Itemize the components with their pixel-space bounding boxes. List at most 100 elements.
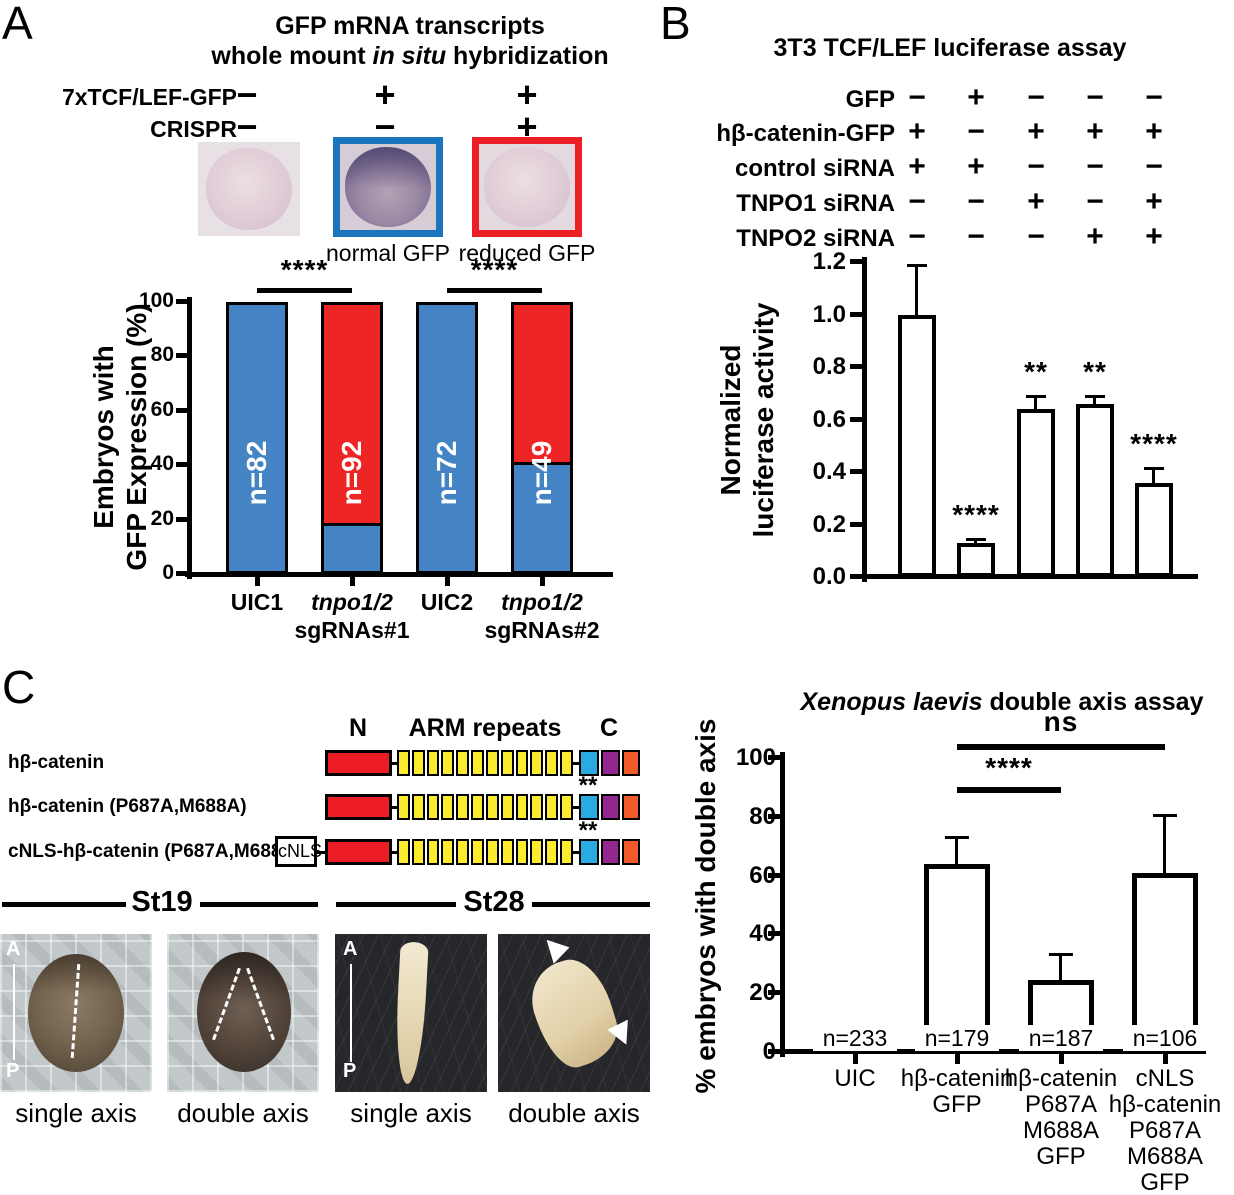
c-y-tick — [768, 755, 781, 760]
ap-axis-line — [13, 964, 15, 1060]
c-arm-repeat-cell — [441, 750, 455, 776]
b-chart-bar — [1135, 482, 1173, 577]
stage-label-st19: St19 — [131, 886, 193, 918]
c-mutation-stars: ** — [578, 772, 598, 799]
anterior-label: A — [6, 938, 21, 960]
b-error-line — [1034, 395, 1037, 409]
b-condition-symbol: − — [1086, 185, 1104, 218]
a-y-tick — [176, 462, 188, 468]
c-arm-repeat-cell — [471, 839, 484, 865]
b-condition-symbol: − — [967, 185, 985, 218]
a-bar-count: n=92 — [336, 440, 367, 506]
b-chart-bar — [898, 314, 936, 577]
c-arm-repeat-cell — [485, 750, 499, 776]
c-bar-count: n=187 — [1019, 1025, 1103, 1051]
a-sig-stars: **** — [280, 254, 329, 285]
b-condition-symbol: + — [908, 150, 926, 183]
caption-normal-gfp: normal GFP — [326, 240, 450, 266]
photo-st28-double-axis — [498, 934, 650, 1092]
b-condition-symbol: − — [908, 185, 926, 218]
panel-a-title-line2-post: hybridization — [446, 42, 609, 70]
c-cnls-box: cNLS — [275, 836, 322, 867]
caption-st19-double: double axis — [177, 1098, 309, 1128]
c-x-label-line: hβ-catenin — [900, 1065, 1014, 1092]
c-x-label-line: UIC — [834, 1065, 876, 1092]
a-chart-bar — [511, 302, 573, 574]
b-condition-symbol: − — [967, 115, 985, 148]
stage-divider-line — [336, 902, 456, 907]
caption-st28-double: double axis — [508, 1098, 640, 1128]
b-condition-symbol: + — [967, 150, 985, 183]
photo-st19-double-axis — [167, 934, 319, 1092]
b-condition-symbol: − — [1027, 81, 1045, 114]
a-bar-normal-gfp-segment — [514, 462, 570, 571]
c-arm-repeat-cell — [456, 839, 470, 865]
c-arm-repeat-cell — [471, 750, 484, 776]
c-x-label: hβ-catenin P687A M688A GFP — [983, 1066, 1139, 1195]
a-condition-symbol: + — [516, 74, 538, 115]
a-condition-symbol: − — [236, 74, 258, 115]
c-arm-repeat-cell — [515, 750, 529, 776]
c-arm-repeat-cell — [530, 794, 544, 820]
c-cterm-domain-cyan — [579, 839, 599, 865]
c-y-tick-label: 20 — [749, 979, 776, 1007]
a-x-tick — [540, 577, 545, 586]
c-x-label: cNLS hβ-catenin P687A M688A GFP — [1087, 1066, 1234, 1195]
c-x-label-line: hβ-catenin — [1108, 1091, 1222, 1118]
embryo-photo-normal-gfp — [333, 137, 443, 237]
a-sig-line — [447, 288, 542, 293]
c-sig-line — [957, 744, 1165, 750]
b-y-tick — [850, 259, 862, 264]
c-arm-repeat-cell — [397, 794, 410, 820]
c-x-tick — [1059, 1054, 1064, 1064]
c-cterm-domain-cyan — [579, 794, 599, 820]
c-sig-line — [957, 787, 1061, 793]
embryo-photo-uninjected — [198, 142, 300, 236]
a-y-tick — [176, 571, 188, 576]
c-n-domain — [325, 839, 392, 865]
c-y-tick-label: 60 — [749, 861, 776, 889]
c-arm-repeat-cell — [426, 839, 440, 865]
b-chart-bar — [1076, 403, 1114, 577]
c-n-domain — [325, 794, 392, 820]
a-y-tick — [176, 299, 188, 304]
b-sig-stars: **** — [1130, 428, 1178, 460]
panel-a-title-line2-pre: whole mount — [211, 42, 373, 70]
c-arm-repeat-cell — [441, 839, 455, 865]
a-x-label: UIC2 — [372, 588, 522, 646]
a-y-tick-label: 40 — [150, 452, 174, 476]
embryo — [28, 954, 124, 1072]
panel-a-title-line2: whole mount in situ hybridization — [170, 42, 650, 71]
c-y-tick-label: 0 — [762, 1038, 776, 1065]
b-condition-symbol: − — [1086, 81, 1104, 114]
caption-reduced-gfp: reduced GFP — [458, 240, 596, 266]
panel-a-title-line1: GFP mRNA transcripts — [275, 12, 545, 40]
c-x-tick — [1163, 1054, 1168, 1064]
b-condition-symbol: − — [1086, 150, 1104, 183]
c-cterm-domain-cyan — [579, 750, 599, 776]
b-error-cap — [1085, 394, 1105, 398]
c-arm-repeat-cell — [545, 750, 559, 776]
c-cterm-domain-purple — [601, 839, 620, 865]
c-connector — [315, 851, 327, 854]
b-y-axis-title-line: luciferase activity — [748, 302, 779, 538]
c-x-label-line: cNLS — [1135, 1065, 1195, 1092]
c-error-line — [955, 837, 958, 864]
c-chart-x-axis — [780, 1049, 1206, 1054]
a-sig-line — [257, 288, 352, 293]
c-chart-y-axis — [780, 752, 785, 1057]
b-y-tick-label: 0.2 — [812, 510, 846, 538]
c-arm-repeat-cell — [397, 750, 410, 776]
c-connector — [571, 851, 581, 854]
b-condition-label: TNPO1 siRNA — [736, 190, 895, 217]
a-bar-normal-gfp-segment — [419, 305, 475, 571]
c-chart-bar — [1132, 872, 1198, 1052]
c-arm-repeat-cell — [411, 750, 425, 776]
b-chart-bar — [957, 542, 995, 577]
c-arm-repeat-cell — [426, 794, 440, 820]
b-y-tick — [850, 521, 862, 527]
b-y-tick — [850, 416, 862, 422]
photo-st28-single-axis: A P — [335, 934, 487, 1092]
c-arm-repeat-cell — [560, 794, 573, 820]
c-arm-repeat-cell — [560, 750, 573, 776]
